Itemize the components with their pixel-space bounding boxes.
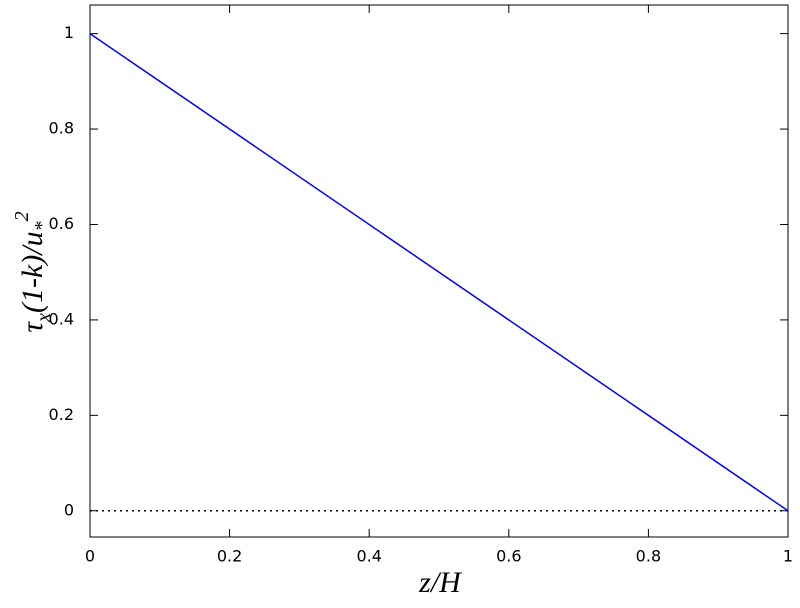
- y-label-part: u: [16, 231, 49, 246]
- y-label-part: *: [31, 221, 53, 231]
- y-tick-label: 0.2: [49, 405, 74, 424]
- y-label-part: x: [33, 313, 55, 323]
- data-line: [89, 33, 789, 512]
- y-tick-label: 0.4: [49, 309, 74, 328]
- x-axis-label: z/H: [418, 566, 463, 599]
- x-tick-label: 1: [783, 547, 793, 566]
- x-tick-label: 0.8: [636, 547, 661, 566]
- x-tick-label: 0.4: [356, 547, 381, 566]
- y-label-part: (1-k)/: [16, 244, 49, 313]
- y-tick-label: 1: [64, 23, 74, 42]
- y-tick-label: 0.8: [49, 119, 74, 138]
- y-tick-label: 0.6: [49, 214, 74, 233]
- x-tick-label: 0.2: [217, 547, 242, 566]
- y-axis-label: τx(1-k)/u*2: [11, 211, 55, 332]
- x-tick-label: 0: [85, 547, 95, 566]
- y-tick-label: 0: [64, 500, 74, 519]
- y-label-part: τ: [16, 321, 49, 333]
- y-label-part: 2: [11, 211, 33, 221]
- plot-frame: [89, 4, 789, 538]
- x-tick-label: 0.6: [496, 547, 521, 566]
